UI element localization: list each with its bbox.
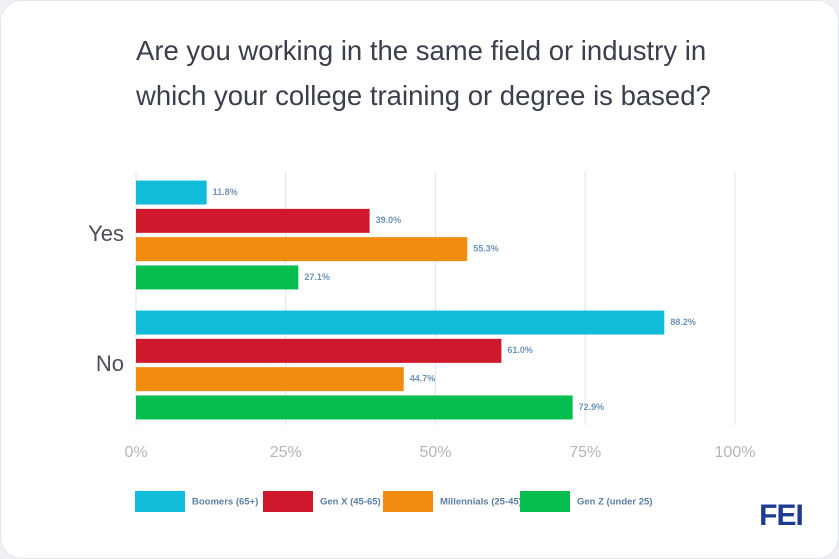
x-tick-label: 0% [124, 444, 147, 461]
bar [136, 395, 573, 420]
legend-swatch [383, 491, 433, 512]
bar [136, 310, 665, 335]
legend-swatch [263, 491, 313, 512]
value-label: 72.9% [579, 402, 605, 412]
x-tick-label: 100% [715, 444, 756, 461]
value-label: 11.8% [213, 187, 238, 197]
legend-swatch [520, 491, 570, 512]
x-tick-label: 50% [419, 444, 451, 461]
value-label: 44.7% [410, 374, 436, 384]
bar [136, 367, 404, 392]
bar [136, 338, 502, 363]
x-tick-label: 75% [569, 444, 601, 461]
x-tick-label: 25% [270, 444, 302, 461]
legend-swatch [135, 491, 185, 512]
bar [136, 237, 468, 262]
value-label: 39.0% [376, 215, 402, 225]
bar [136, 180, 207, 205]
bar [136, 208, 370, 233]
legend-label: Gen X (45-65) [320, 497, 381, 508]
value-label: 27.1% [304, 272, 330, 282]
value-label: 55.3% [473, 244, 499, 254]
category-label: No [96, 351, 124, 376]
value-label: 88.2% [670, 317, 696, 327]
value-label: 61.0% [507, 345, 533, 355]
bar [136, 265, 299, 290]
legend-label: Millennials (25-45) [440, 497, 522, 508]
category-label: Yes [88, 221, 124, 246]
logo: FEI [759, 499, 803, 532]
legend-label: Gen Z (under 25) [577, 497, 652, 508]
chart-title: Are you working in the same field or ind… [136, 35, 711, 111]
legend-label: Boomers (65+) [192, 497, 258, 508]
